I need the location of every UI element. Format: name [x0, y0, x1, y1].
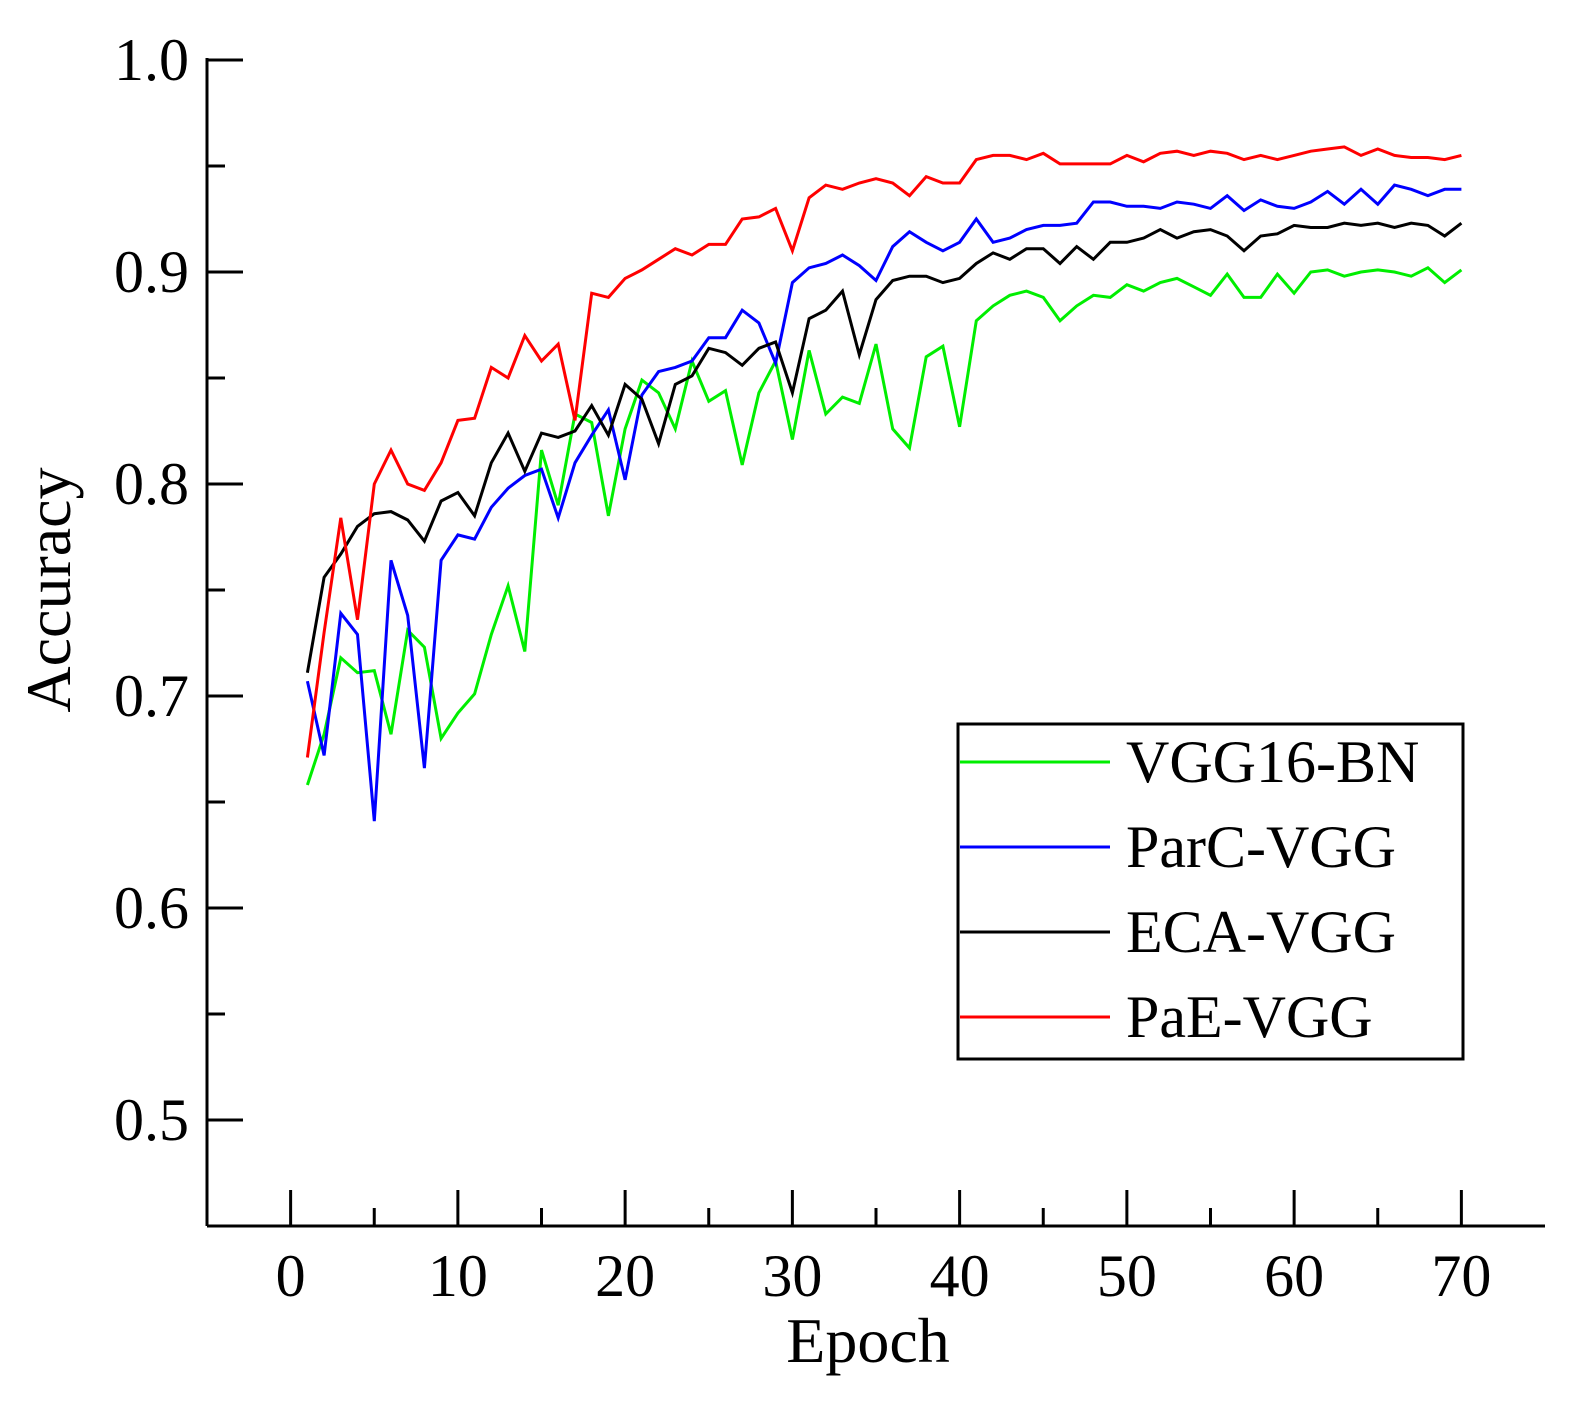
x-tick-label: 40: [930, 1243, 990, 1309]
x-tick-label: 60: [1264, 1243, 1324, 1309]
tick-labels: 0.5 0.6 0.7 0.8 0.9 1.0 0 10 20 30 40 50 60 70: [114, 27, 1491, 1309]
x-tick-label: 70: [1431, 1243, 1491, 1309]
legend-label: PaE-VGG: [1126, 984, 1373, 1050]
y-tick-label: 0.9: [114, 239, 189, 305]
legend-label: VGG16-BN: [1126, 729, 1419, 795]
legend-label: ParC-VGG: [1126, 814, 1396, 880]
legend-box: [956, 722, 1465, 1061]
x-tick-label: 50: [1097, 1243, 1157, 1309]
y-tick-label: 0.8: [114, 451, 189, 517]
y-tick-label: 1.0: [114, 27, 189, 93]
series-line-pae-vgg: [305, 145, 1462, 758]
series-line-parc-vgg: [305, 183, 1462, 822]
x-tick-label: 20: [595, 1243, 655, 1309]
y-axis-title: Accuracy: [13, 467, 84, 712]
series-line-vgg16-bn: [305, 266, 1463, 786]
y-tick-label: 0.5: [114, 1087, 189, 1153]
x-tick-label: 30: [762, 1243, 822, 1309]
x-tick-label: 0: [276, 1243, 306, 1309]
y-tick-label: 0.6: [114, 875, 189, 941]
legend: VGG16-BN ParC-VGG ECA-VGG PaE-VGG: [956, 722, 1465, 1061]
axes: [205, 58, 1545, 1228]
series-line-eca-vgg: [305, 221, 1463, 673]
legend-label: ECA-VGG: [1126, 899, 1396, 965]
x-axis-title: Epoch: [786, 1305, 950, 1376]
series-lines: [305, 145, 1463, 822]
x-tick-label: 10: [428, 1243, 488, 1309]
y-tick-label: 0.7: [114, 663, 189, 729]
